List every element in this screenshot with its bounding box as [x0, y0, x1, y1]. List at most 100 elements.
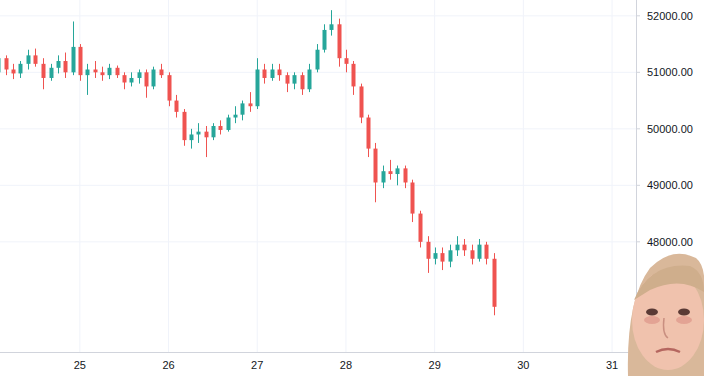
- candle-body: [338, 24, 342, 58]
- candle-body: [5, 58, 9, 69]
- face-hair: [628, 254, 704, 376]
- x-tick-label: 25: [74, 359, 86, 371]
- candle-body: [19, 64, 23, 74]
- candle-body: [404, 168, 408, 182]
- x-tick-label: 27: [251, 359, 263, 371]
- y-grid-line: [0, 15, 636, 16]
- chart: 2526272829303148000.0049000.0050000.0051…: [0, 0, 704, 376]
- y-tick: [636, 185, 640, 186]
- x-axis-line: [0, 352, 636, 353]
- candle-body: [293, 75, 297, 83]
- candle-body: [241, 103, 245, 114]
- face-eye-red: [644, 316, 660, 324]
- candle-body: [360, 86, 364, 117]
- grid: [0, 0, 636, 352]
- candle-wick: [331, 10, 332, 35]
- candle-body: [278, 69, 282, 75]
- x-grid-line: [523, 0, 524, 352]
- y-grid-line: [0, 128, 636, 129]
- candle-body: [94, 69, 98, 72]
- y-tick: [636, 241, 640, 242]
- candle-body: [271, 69, 275, 77]
- x-grid-line: [168, 0, 169, 352]
- x-grid-line: [434, 0, 435, 352]
- x-grid-line: [612, 0, 613, 352]
- candle-body: [227, 118, 231, 130]
- y-tick: [636, 72, 640, 73]
- x-tick-label: 29: [429, 359, 441, 371]
- candle-body: [12, 69, 16, 73]
- candle-body: [123, 75, 127, 82]
- candle-body: [152, 69, 156, 86]
- candle-body: [256, 69, 260, 106]
- candle-body: [441, 253, 445, 261]
- face-eye-red: [676, 316, 692, 324]
- candle-wick: [206, 126, 207, 157]
- candle-body: [286, 75, 290, 83]
- y-tick: [636, 15, 640, 16]
- candle-body: [485, 245, 489, 259]
- y-tick: [636, 128, 640, 129]
- candle-body: [50, 68, 54, 78]
- y-tick-label: 48000.00: [647, 236, 693, 248]
- candle-body: [396, 168, 400, 174]
- candle-body: [57, 61, 61, 68]
- candle-body: [367, 118, 371, 149]
- candle-body: [449, 250, 453, 261]
- candle-body: [130, 78, 134, 83]
- x-tick-label: 28: [340, 359, 352, 371]
- candle-body: [316, 50, 320, 70]
- y-tick-label: 50000.00: [647, 123, 693, 135]
- candle-body: [463, 245, 467, 251]
- candle-body: [352, 64, 356, 87]
- y-grid-line: [0, 185, 636, 186]
- candle-body: [0, 58, 1, 72]
- candle-body: [42, 64, 46, 78]
- y-tick-label: 51000.00: [647, 66, 693, 78]
- candle-body: [212, 126, 216, 137]
- x-tick-label: 26: [162, 359, 174, 371]
- candle-body: [205, 132, 209, 138]
- candles: [0, 10, 497, 315]
- candle-body: [168, 75, 172, 100]
- candle-body: [64, 61, 68, 72]
- candle-body: [471, 250, 475, 258]
- candle-body: [145, 72, 149, 86]
- candle-body: [249, 103, 253, 106]
- candle-body: [197, 132, 201, 135]
- candle-wick: [87, 64, 88, 95]
- candle-body: [190, 134, 194, 140]
- candle-body: [456, 245, 460, 251]
- candle-body: [234, 115, 238, 118]
- candle-body: [34, 55, 38, 63]
- candle-body: [308, 69, 312, 89]
- candle-body: [72, 47, 76, 72]
- candle-body: [478, 245, 482, 259]
- candle-body: [389, 171, 393, 174]
- face-fringe: [634, 266, 704, 300]
- candle-body: [419, 214, 423, 242]
- y-tick-label: 52000.00: [647, 10, 693, 22]
- candle-body: [382, 171, 386, 182]
- candle-body: [434, 253, 438, 259]
- candle-body: [183, 112, 187, 140]
- candle-body: [27, 55, 31, 63]
- candle-body: [101, 72, 105, 75]
- candle-body: [323, 30, 327, 50]
- candle-body: [301, 75, 305, 89]
- candle-body: [345, 58, 349, 64]
- face-nose: [664, 318, 669, 338]
- face: [628, 254, 704, 376]
- candle-body: [219, 126, 223, 130]
- candle-body: [116, 68, 120, 75]
- x-grid-line: [345, 0, 346, 352]
- y-tick-label: 49000.00: [647, 179, 693, 191]
- candle-body: [411, 182, 415, 213]
- candle-body: [493, 259, 497, 307]
- candle-wick: [390, 160, 391, 180]
- x-grid-line: [257, 0, 258, 352]
- candle-body: [138, 72, 142, 78]
- candle-wick: [250, 92, 251, 112]
- face-mouth: [656, 349, 680, 352]
- x-tick-label: 31: [606, 359, 618, 371]
